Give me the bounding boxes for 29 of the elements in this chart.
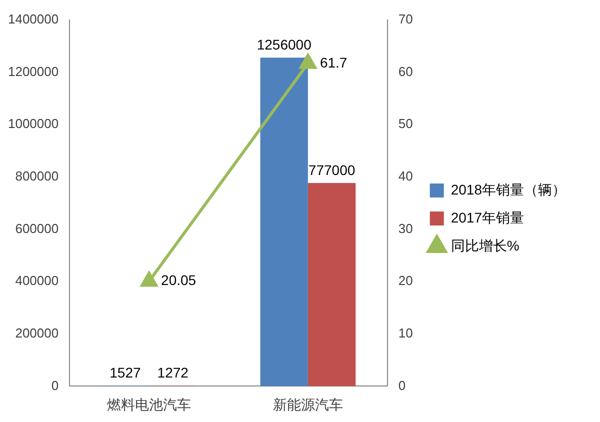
legend-label: 2018年销量（辆） (450, 181, 566, 198)
y-tick-label: 1000000 (8, 116, 59, 132)
x-tick-label: 新能源汽车 (272, 396, 343, 412)
legend-label: 2017年销量 (450, 209, 524, 226)
y-tick-label: 600000 (15, 220, 59, 236)
y-tick-label: 800000 (15, 168, 59, 184)
data-label: 61.7 (320, 54, 348, 70)
y2-tick-label: 50 (398, 116, 413, 132)
bar (260, 58, 308, 386)
y-tick-label: 200000 (15, 325, 59, 340)
data-label: 20.05 (161, 272, 196, 288)
x-tick-label: 燃料电池汽车 (107, 396, 192, 412)
y2-tick-label: 30 (398, 220, 413, 236)
y2-tick-label: 0 (398, 378, 406, 393)
y2-tick-label: 40 (398, 168, 413, 184)
y-tick-label: 1400000 (8, 12, 59, 27)
y2-tick-label: 10 (398, 325, 413, 340)
data-label: 1256000 (256, 36, 312, 53)
y2-tick-label: 20 (398, 273, 413, 288)
y-tick-label: 0 (51, 378, 59, 393)
y-tick-label: 400000 (15, 273, 59, 288)
y-tick-label: 1200000 (8, 64, 59, 79)
legend-label: 同比增长% (450, 237, 520, 254)
y2-tick-label: 70 (398, 12, 413, 27)
bar (308, 182, 356, 386)
y2-tick-label: 60 (398, 64, 413, 79)
data-label: 777000 (308, 162, 356, 178)
data-label: 1527 (110, 364, 142, 381)
data-label: 1272 (157, 364, 189, 381)
